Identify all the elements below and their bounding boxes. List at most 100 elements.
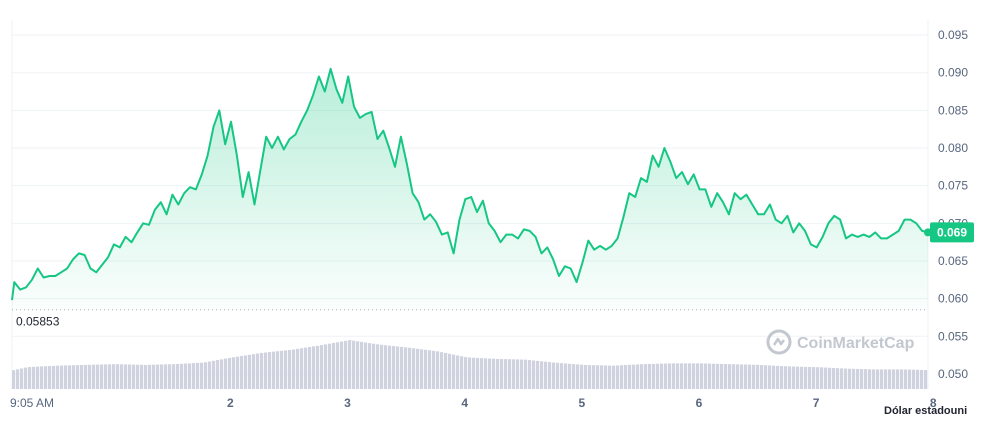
volume-bar bbox=[568, 363, 572, 389]
volume-bar bbox=[784, 366, 788, 389]
volume-bar bbox=[300, 348, 304, 389]
volume-bar bbox=[196, 362, 200, 389]
volume-bar bbox=[552, 362, 556, 389]
volume-bar bbox=[760, 364, 764, 389]
volume-bar bbox=[176, 363, 180, 389]
volume-bar bbox=[20, 368, 24, 389]
volume-bar bbox=[708, 363, 712, 389]
volume-bar bbox=[772, 365, 776, 389]
volume-bar bbox=[328, 343, 332, 389]
baseline: 0.05853 bbox=[12, 309, 928, 329]
volume-bar bbox=[16, 369, 20, 389]
volume-bar bbox=[632, 364, 636, 389]
volume-bar bbox=[728, 364, 732, 389]
volume-bar bbox=[724, 364, 728, 389]
y-tick-label: 0.080 bbox=[938, 141, 968, 155]
volume-bar bbox=[416, 348, 420, 389]
volume-bar bbox=[492, 358, 496, 389]
volume-bar bbox=[32, 366, 36, 389]
volume-bar bbox=[28, 367, 32, 389]
volume-bar bbox=[844, 368, 848, 389]
volume-bar bbox=[248, 354, 252, 389]
volume-bar bbox=[604, 365, 608, 389]
volume-bar bbox=[292, 349, 296, 389]
volume-bar bbox=[144, 364, 148, 389]
volume-bar bbox=[576, 364, 580, 389]
volume-bar bbox=[56, 365, 60, 389]
volume-bar bbox=[900, 369, 904, 389]
volume-bar bbox=[408, 347, 412, 389]
volume-bar bbox=[24, 367, 28, 389]
volume-bar bbox=[636, 364, 640, 389]
volume-bar bbox=[624, 365, 628, 389]
volume-bar bbox=[168, 364, 172, 389]
volume-bar bbox=[664, 363, 668, 389]
volume-bar bbox=[352, 340, 356, 389]
volume-bar bbox=[700, 363, 704, 389]
volume-bar bbox=[140, 364, 144, 389]
volume-bar bbox=[256, 353, 260, 389]
volume-bar bbox=[460, 356, 464, 389]
x-tick-label: 5 bbox=[578, 396, 585, 410]
volume-bar bbox=[504, 359, 508, 389]
volume-bar bbox=[796, 366, 800, 389]
volume-bar bbox=[304, 347, 308, 389]
y-tick-label: 0.060 bbox=[938, 292, 968, 306]
volume-bar bbox=[660, 363, 664, 389]
volume-bar bbox=[512, 359, 516, 389]
volume-bar bbox=[164, 364, 168, 389]
volume-bar bbox=[472, 357, 476, 389]
volume-bar bbox=[672, 363, 676, 389]
volume-bar bbox=[620, 365, 624, 389]
volume-bar bbox=[348, 340, 352, 389]
volume-bar bbox=[668, 363, 672, 389]
x-tick-label: 2 bbox=[227, 396, 234, 410]
volume-bar bbox=[172, 364, 176, 389]
volume-bar bbox=[48, 366, 52, 389]
volume-bar bbox=[652, 363, 656, 389]
volume-bar bbox=[880, 369, 884, 389]
volume-bar bbox=[876, 369, 880, 389]
volume-bar bbox=[704, 363, 708, 389]
volume-bar bbox=[656, 363, 660, 389]
volume-bar bbox=[212, 360, 216, 389]
volume-bar bbox=[284, 350, 288, 389]
volume-bar bbox=[800, 366, 804, 389]
volume-bar bbox=[732, 364, 736, 389]
volume-bar bbox=[840, 368, 844, 389]
volume-bar bbox=[808, 366, 812, 389]
volume-bar bbox=[496, 358, 500, 389]
current-price-label: 0.069 bbox=[937, 225, 967, 239]
watermark-text: CoinMarketCap bbox=[797, 335, 915, 352]
currency-label[interactable]: Dólar estadouni bbox=[884, 405, 967, 417]
volume-bar bbox=[156, 364, 160, 389]
volume-bar bbox=[480, 358, 484, 389]
volume-bar bbox=[208, 361, 212, 389]
volume-bar bbox=[592, 365, 596, 389]
y-tick-label: 0.050 bbox=[938, 367, 968, 381]
volume-bar bbox=[816, 367, 820, 389]
x-axis: 9:05 AM 2 3 4 5 6 7 8 bbox=[10, 396, 937, 410]
volume-bar bbox=[548, 362, 552, 389]
volume-bar bbox=[600, 365, 604, 389]
volume-bar bbox=[588, 365, 592, 389]
volume-bar bbox=[696, 363, 700, 389]
volume-bar bbox=[444, 352, 448, 389]
volume-bar bbox=[76, 365, 80, 389]
volume-bar bbox=[924, 370, 928, 389]
volume-bar bbox=[748, 364, 752, 389]
volume-bar bbox=[312, 346, 316, 389]
volume-bar bbox=[288, 350, 292, 389]
volume-bar bbox=[836, 368, 840, 389]
baseline-label: 0.05853 bbox=[16, 315, 60, 329]
volume-bar bbox=[856, 368, 860, 389]
volume-bar bbox=[132, 364, 136, 389]
volume-bar bbox=[812, 367, 816, 389]
volume-bar bbox=[84, 364, 88, 389]
price-line bbox=[11, 67, 929, 301]
volume-bar bbox=[64, 365, 68, 389]
volume-bar bbox=[316, 345, 320, 389]
volume-bar bbox=[420, 349, 424, 389]
volume-bar bbox=[644, 364, 648, 389]
